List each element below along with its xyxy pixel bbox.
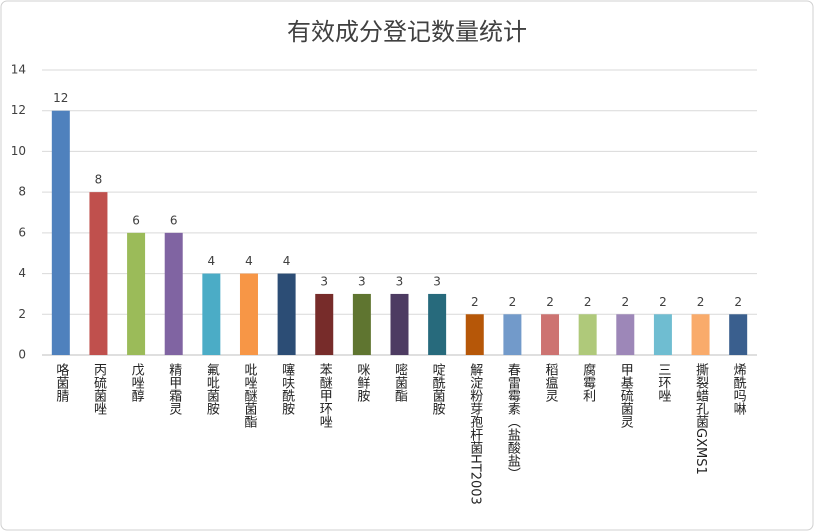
bar bbox=[653, 314, 672, 355]
bar bbox=[315, 293, 334, 355]
x-tick-label: 烯酰吗啉 bbox=[731, 363, 747, 415]
data-label: 12 bbox=[53, 91, 68, 105]
bar bbox=[164, 232, 183, 355]
x-tick-label: 腐霉利 bbox=[580, 363, 596, 402]
bar bbox=[390, 293, 409, 355]
y-tick-label: 12 bbox=[11, 103, 26, 117]
bar bbox=[503, 314, 522, 355]
y-tick-label: 14 bbox=[11, 63, 26, 77]
x-tick-label: 精甲霜灵 bbox=[166, 363, 182, 416]
bar bbox=[51, 110, 70, 355]
bar bbox=[202, 273, 221, 355]
bar bbox=[541, 314, 560, 355]
bar bbox=[277, 273, 296, 355]
bar bbox=[89, 192, 108, 355]
data-label: 2 bbox=[697, 295, 705, 309]
bar bbox=[352, 293, 371, 355]
y-tick-label: 10 bbox=[11, 144, 26, 158]
data-label: 3 bbox=[433, 274, 441, 288]
bar bbox=[691, 314, 710, 355]
x-tick-label: 丙硫菌唑 bbox=[91, 363, 107, 415]
data-label: 2 bbox=[584, 295, 592, 309]
x-tick-label: 甲基硫菌灵 bbox=[618, 363, 634, 429]
data-label: 3 bbox=[358, 274, 366, 288]
x-tick-label: 咯菌腈 bbox=[53, 363, 69, 402]
y-tick-label: 2 bbox=[18, 307, 26, 321]
data-label: 4 bbox=[245, 254, 253, 268]
bar bbox=[239, 273, 258, 355]
data-label: 4 bbox=[208, 254, 216, 268]
x-tick-label: 氟吡菌胺 bbox=[204, 363, 220, 416]
data-label: 4 bbox=[283, 254, 291, 268]
chart-title: 有效成分登记数量统计 bbox=[287, 18, 527, 46]
data-label: 2 bbox=[471, 295, 479, 309]
data-label: 3 bbox=[320, 274, 328, 288]
data-label: 2 bbox=[546, 295, 554, 309]
y-tick-label: 4 bbox=[18, 266, 26, 280]
x-tick-label: 咪鲜胺 bbox=[354, 363, 370, 403]
x-tick-label: 噻呋酰胺 bbox=[279, 362, 295, 416]
x-tick-label: 三环唑 bbox=[655, 363, 671, 402]
data-label: 2 bbox=[509, 295, 517, 309]
x-tick-label: 稻瘟灵 bbox=[543, 363, 559, 403]
bar bbox=[465, 314, 484, 355]
x-tick-label: 撕裂蜡孔菌GXMS1 bbox=[693, 363, 709, 475]
data-label: 2 bbox=[621, 295, 629, 309]
x-tick-label: 春雷霉素（盐酸盐） bbox=[505, 363, 521, 480]
bar bbox=[616, 314, 635, 355]
data-label: 8 bbox=[95, 173, 103, 187]
bar bbox=[729, 314, 748, 355]
x-tick-label: 苯醚甲环唑 bbox=[317, 363, 333, 428]
data-label: 2 bbox=[659, 295, 667, 309]
bar bbox=[578, 314, 597, 355]
x-tick-label: 吡唑醚菌酯 bbox=[241, 363, 257, 428]
data-label: 6 bbox=[170, 213, 178, 227]
x-tick-label: 嘧菌酯 bbox=[392, 363, 408, 402]
y-tick-label: 6 bbox=[18, 225, 26, 239]
data-label: 3 bbox=[396, 274, 404, 288]
x-tick-label: 啶酰菌胺 bbox=[430, 363, 446, 416]
bar bbox=[428, 293, 447, 355]
data-label: 6 bbox=[132, 213, 140, 227]
x-tick-label: 解淀粉芽孢杆菌HT2003 bbox=[467, 363, 483, 505]
y-tick-label: 8 bbox=[18, 185, 26, 199]
x-tick-label: 戊唑醇 bbox=[129, 363, 145, 402]
bar bbox=[127, 232, 146, 355]
y-tick-label: 0 bbox=[18, 348, 26, 362]
data-label: 2 bbox=[734, 295, 742, 309]
